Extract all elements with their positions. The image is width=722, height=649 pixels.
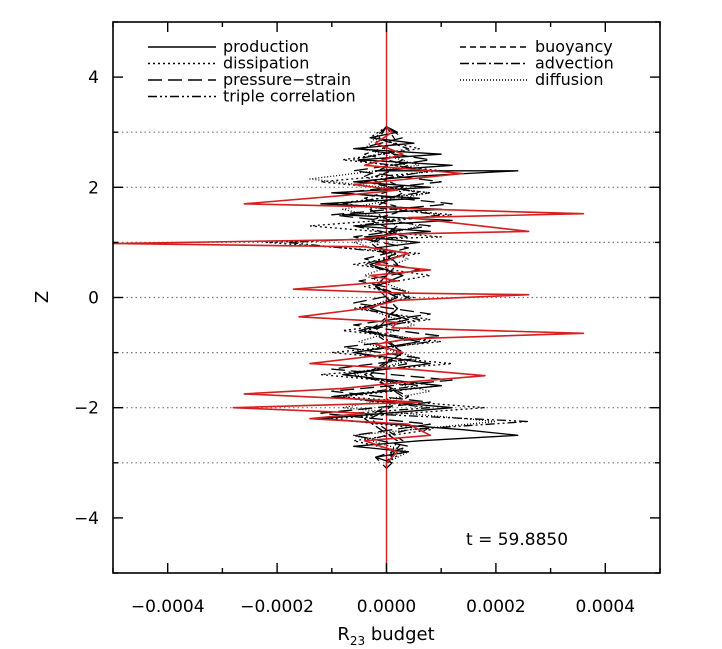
y-ticks: −4 −2 0 2 4 [74,21,660,574]
series-line-diffusion [309,126,497,464]
y-tick-label: −4 [74,509,99,529]
series-group [112,126,585,469]
series-line-buoyancy [363,126,410,464]
legend-label: advection [535,54,614,73]
series-line-triple-correlation [287,126,530,464]
x-ticks: −0.0004 −0.0002 0.0000 0.0002 0.0004 [112,22,661,617]
legend: productiondissipationpressure−straintrip… [148,37,614,106]
y-tick-label: 0 [88,289,99,309]
y-tick-label: −2 [74,399,99,419]
series-line-total [112,126,585,469]
x-tick-label: 0.0004 [576,597,635,617]
legend-label: buoyancy [535,37,613,56]
y-tick-label: 4 [88,68,99,88]
x-axis-title-suffix: budget [365,624,435,645]
x-tick-label: 0.0000 [357,597,416,617]
legend-label: pressure−strain [223,70,351,89]
y-tick-label: 2 [88,178,99,198]
x-tick-label: −0.0002 [240,597,314,617]
y-axis-title: Z [32,291,53,303]
legend-label: diffusion [535,70,603,89]
x-axis-title: R23 budget [337,624,434,648]
legend-label: production [223,37,309,56]
ref-lines [113,131,660,464]
legend-label: triple correlation [223,87,356,106]
legend-label: dissipation [223,54,309,73]
x-tick-label: 0.0002 [466,597,525,617]
x-axis-title-main: R [337,624,350,645]
x-axis-title-sub: 23 [350,634,365,648]
annotation-time: t = 59.8850 [466,530,568,550]
x-tick-label: −0.0004 [131,597,205,617]
